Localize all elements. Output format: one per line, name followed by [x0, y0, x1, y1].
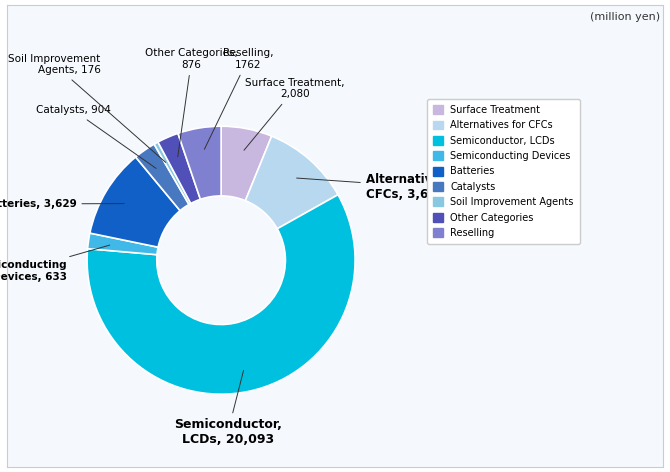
Wedge shape: [178, 126, 221, 199]
Wedge shape: [158, 134, 200, 203]
Text: Reselling,
1762: Reselling, 1762: [204, 48, 273, 149]
Text: Other Categories,
876: Other Categories, 876: [145, 48, 238, 157]
Legend: Surface Treatment, Alternatives for CFCs, Semiconductor, LCDs, Semiconducting De: Surface Treatment, Alternatives for CFCs…: [427, 99, 580, 244]
Wedge shape: [135, 144, 189, 211]
Wedge shape: [245, 136, 338, 229]
Text: Catalysts, 904: Catalysts, 904: [36, 105, 156, 169]
Text: (million yen): (million yen): [590, 12, 660, 22]
Text: Soil Improvement
Agents, 176: Soil Improvement Agents, 176: [8, 54, 165, 162]
Wedge shape: [90, 157, 180, 247]
Wedge shape: [88, 233, 158, 255]
Text: Surface Treatment,
2,080: Surface Treatment, 2,080: [244, 78, 344, 150]
Text: Alternatives for
CFCs, 3,618: Alternatives for CFCs, 3,618: [297, 172, 470, 201]
Text: Batteries, 3,629: Batteries, 3,629: [0, 199, 124, 209]
Wedge shape: [87, 195, 355, 394]
Text: Semiconductor,
LCDs, 20,093: Semiconductor, LCDs, 20,093: [174, 371, 282, 447]
Wedge shape: [221, 126, 271, 201]
Text: Semiconducting
Devices, 633: Semiconducting Devices, 633: [0, 245, 110, 282]
Wedge shape: [154, 142, 191, 204]
